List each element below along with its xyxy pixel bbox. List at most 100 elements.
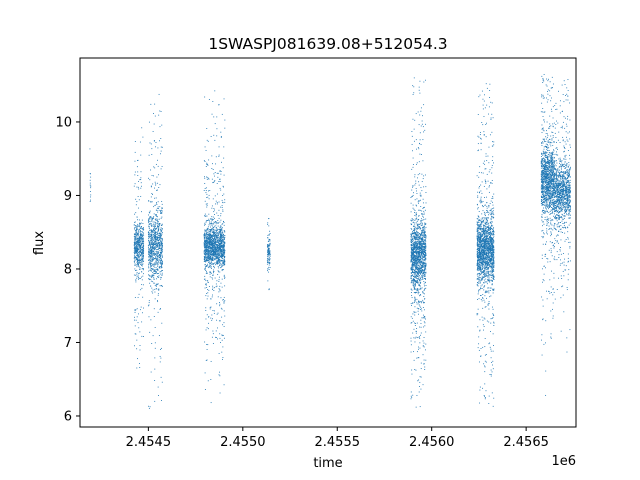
data-point [141, 254, 143, 256]
data-point [414, 248, 416, 250]
data-point [220, 252, 222, 254]
data-point [418, 255, 420, 257]
data-point [220, 237, 222, 239]
data-point [214, 231, 216, 233]
data-point [220, 235, 222, 237]
data-point [135, 249, 137, 251]
data-point [423, 321, 425, 323]
data-point [207, 254, 209, 256]
data-point [207, 238, 209, 240]
data-point [425, 246, 427, 248]
data-point [216, 238, 218, 240]
data-point [423, 363, 425, 365]
data-point [211, 244, 213, 246]
data-point [207, 236, 209, 238]
data-point [419, 342, 421, 344]
data-point [481, 316, 483, 318]
data-point [411, 258, 412, 260]
data-point [411, 131, 413, 132]
data-point [141, 236, 143, 238]
data-point [267, 249, 269, 251]
data-point [155, 197, 157, 199]
data-point [267, 252, 269, 254]
data-point [213, 228, 215, 230]
data-point [220, 282, 222, 284]
data-point [135, 248, 137, 250]
data-point [222, 235, 224, 237]
data-point [218, 146, 220, 148]
data-point [215, 251, 217, 253]
data-point [425, 253, 427, 255]
data-point [423, 272, 425, 274]
data-point [418, 248, 420, 250]
data-point [417, 258, 419, 260]
data-point [219, 320, 221, 322]
data-point [269, 254, 271, 256]
data-point [414, 234, 416, 236]
data-point [416, 234, 418, 235]
data-point [411, 195, 413, 197]
data-point [152, 218, 154, 220]
data-point [143, 252, 144, 254]
data-point [414, 369, 416, 370]
data-point [414, 274, 415, 276]
data-point [154, 288, 156, 290]
data-point [218, 271, 219, 273]
data-point [150, 263, 152, 265]
data-point [410, 398, 412, 400]
data-point [415, 330, 417, 332]
data-point [412, 272, 414, 274]
data-point [216, 239, 218, 241]
data-point [206, 244, 208, 246]
data-point [133, 185, 135, 187]
data-point [412, 253, 413, 255]
data-point [156, 207, 158, 209]
data-point [415, 265, 417, 267]
data-point [420, 258, 422, 260]
data-point [159, 243, 161, 245]
data-point [153, 251, 155, 253]
data-point [142, 261, 144, 263]
data-point [416, 351, 418, 353]
data-point [89, 191, 91, 192]
data-point [423, 213, 425, 215]
data-point [419, 240, 421, 242]
data-point [267, 241, 269, 242]
data-point [139, 245, 141, 247]
data-point [153, 258, 155, 260]
data-point [415, 268, 417, 270]
data-point [480, 218, 482, 220]
data-point [157, 301, 159, 303]
data-point [422, 237, 423, 239]
data-point [423, 309, 425, 311]
data-point [411, 240, 413, 242]
data-point [212, 247, 214, 249]
data-point [148, 238, 150, 239]
data-point [418, 285, 420, 286]
data-point [212, 232, 214, 233]
data-point [150, 264, 152, 266]
data-point [213, 208, 215, 210]
data-point [154, 232, 156, 234]
data-point [419, 199, 421, 201]
data-point [490, 348, 492, 350]
data-point [90, 194, 92, 196]
data-point [206, 314, 208, 316]
data-point [160, 260, 162, 262]
data-point [222, 243, 224, 245]
data-point [213, 249, 215, 251]
data-point [140, 230, 141, 232]
data-point [416, 289, 418, 291]
data-point [210, 236, 212, 238]
data-point [204, 260, 206, 262]
data-point [423, 277, 425, 279]
data-point [422, 314, 424, 316]
data-point [423, 233, 425, 235]
data-point [205, 241, 207, 242]
data-point [218, 374, 220, 376]
data-point [223, 275, 225, 277]
data-point [208, 159, 210, 161]
data-point [421, 317, 423, 319]
data-point [152, 232, 154, 234]
data-point [150, 143, 152, 145]
